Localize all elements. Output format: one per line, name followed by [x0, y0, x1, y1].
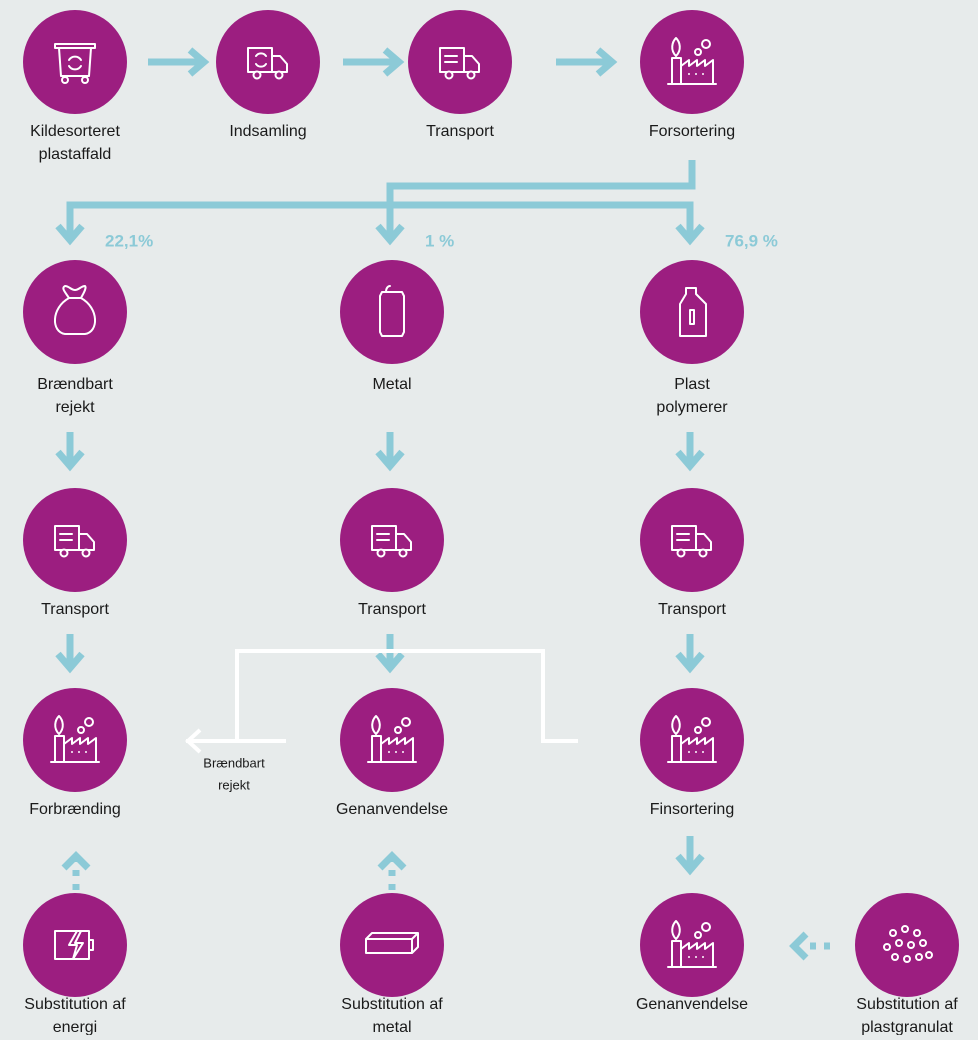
node: Substitution af energi [23, 893, 127, 1036]
node-label: energi [53, 1019, 97, 1035]
side-label: Brændbart [203, 755, 265, 770]
node-label: Genanvendelse [336, 801, 448, 818]
node-label: plastgranulat [861, 1019, 953, 1035]
node-label: metal [372, 1019, 411, 1035]
node: Genanvendelse [636, 893, 748, 1013]
node-label: Genanvendelse [636, 996, 748, 1013]
share-label: 22,1% [105, 231, 153, 250]
node: Indsamling [216, 10, 320, 140]
node-circle [640, 488, 744, 592]
node: Finsortering [640, 688, 744, 818]
node-circle [23, 688, 127, 792]
node: Kildesorteret plastaffald [23, 10, 127, 163]
node-label: Plast [674, 376, 710, 393]
node: Forsortering [640, 10, 744, 140]
node-label: Transport [426, 123, 494, 140]
node-circle [23, 260, 127, 364]
node-label: Substitution af [341, 996, 443, 1013]
node-circle [340, 893, 444, 997]
node: Transport [340, 488, 444, 618]
node-label: plastaffald [39, 146, 112, 163]
node: Substitution af plastgranulat [855, 893, 959, 1036]
node-label: Forbrænding [29, 801, 121, 818]
node: Forbrænding [23, 688, 127, 818]
node: Transport [408, 10, 512, 140]
node-label: rejekt [55, 399, 95, 416]
node-label: Transport [358, 601, 426, 618]
node-label: Substitution af [24, 996, 126, 1013]
node-circle [340, 260, 444, 364]
node-circle [340, 688, 444, 792]
node-label: Brændbart [37, 376, 113, 393]
node: Substitution af metal [340, 893, 444, 1036]
share-label: 76,9 % [725, 231, 778, 250]
node-label: Substitution af [856, 996, 958, 1013]
node-circle [640, 688, 744, 792]
node: Transport [640, 488, 744, 618]
node-circle [340, 488, 444, 592]
node-label: polymerer [656, 399, 728, 416]
node-label: Transport [658, 601, 726, 618]
node-circle [23, 10, 127, 114]
node-circle [216, 10, 320, 114]
node-circle [640, 893, 744, 997]
node-label: Transport [41, 601, 109, 618]
node-label: Finsortering [650, 801, 734, 818]
node: Transport [23, 488, 127, 618]
node: Metal [340, 260, 444, 393]
share-label: 1 % [425, 231, 454, 250]
side-label: rejekt [218, 777, 250, 792]
node-circle [23, 488, 127, 592]
node-label: Metal [372, 376, 411, 393]
node-circle [640, 10, 744, 114]
connectors [55, 47, 830, 961]
node-label: Kildesorteret [30, 123, 120, 140]
node-label: Indsamling [229, 123, 306, 140]
node-circle [408, 10, 512, 114]
node: Genanvendelse [336, 688, 448, 818]
node: Plast polymerer [640, 260, 744, 416]
node-circle [640, 260, 744, 364]
node: Brændbart rejekt [23, 260, 127, 416]
node-label: Forsortering [649, 123, 735, 140]
